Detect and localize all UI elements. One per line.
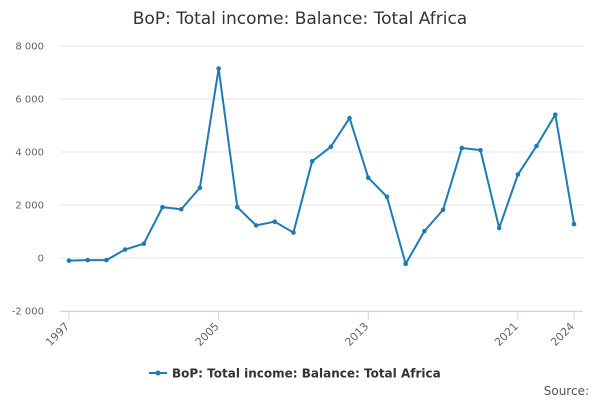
x-tick-label: 2021 [492, 320, 521, 349]
y-tick-label: 0 [38, 254, 44, 265]
data-point[interactable] [515, 172, 521, 177]
data-point[interactable] [365, 175, 371, 181]
data-point[interactable] [347, 115, 352, 121]
data-point[interactable] [309, 158, 315, 164]
data-point[interactable] [272, 219, 278, 224]
chart-title: BoP: Total income: Balance: Total Africa [133, 9, 467, 29]
x-tick-label: 2005 [193, 320, 222, 349]
data-point[interactable] [141, 241, 147, 246]
series-line [68, 67, 575, 265]
data-point[interactable] [440, 207, 446, 213]
data-point[interactable] [66, 258, 72, 263]
y-tick-label: 8 000 [15, 42, 44, 53]
data-point[interactable] [571, 221, 577, 227]
data-point[interactable] [85, 257, 91, 263]
x-axis-ticks: 1997 2005 2013 2021 2024 [43, 311, 577, 349]
data-point[interactable] [534, 143, 539, 149]
y-tick-label: 6 000 [15, 95, 44, 106]
y-tick-label: -2 000 [12, 307, 44, 318]
legend-label: BoP: Total income: Balance: Total Africa [172, 367, 441, 381]
y-tick-label: 4 000 [15, 148, 44, 159]
data-point[interactable] [235, 204, 240, 210]
data-point[interactable] [253, 223, 259, 228]
data-point[interactable] [122, 247, 128, 252]
data-point[interactable] [496, 225, 502, 231]
grid-lines [60, 45, 583, 312]
data-point[interactable] [422, 228, 427, 234]
data-point[interactable] [403, 261, 408, 267]
data-point[interactable] [178, 206, 184, 212]
data-point[interactable] [478, 147, 483, 153]
data-point[interactable] [459, 145, 465, 151]
legend-swatch-marker [155, 370, 161, 376]
source-label: Source: [544, 384, 589, 398]
data-point[interactable] [160, 204, 165, 210]
data-point[interactable] [384, 194, 390, 200]
data-point[interactable] [216, 66, 221, 71]
x-tick-label: 1997 [43, 320, 72, 349]
data-point[interactable] [104, 257, 109, 263]
x-tick-label: 2024 [548, 320, 577, 349]
y-tick-label: 2 000 [15, 201, 44, 212]
data-point[interactable] [328, 144, 334, 149]
data-point[interactable] [291, 230, 296, 235]
data-point[interactable] [552, 112, 558, 117]
legend[interactable]: BoP: Total income: Balance: Total Africa [149, 367, 441, 381]
series-layer [66, 66, 577, 267]
y-axis-ticks: -2 000 0 2 000 4 000 6 000 8 000 [12, 42, 44, 318]
x-tick-label: 2013 [342, 320, 371, 349]
data-point[interactable] [197, 185, 203, 191]
